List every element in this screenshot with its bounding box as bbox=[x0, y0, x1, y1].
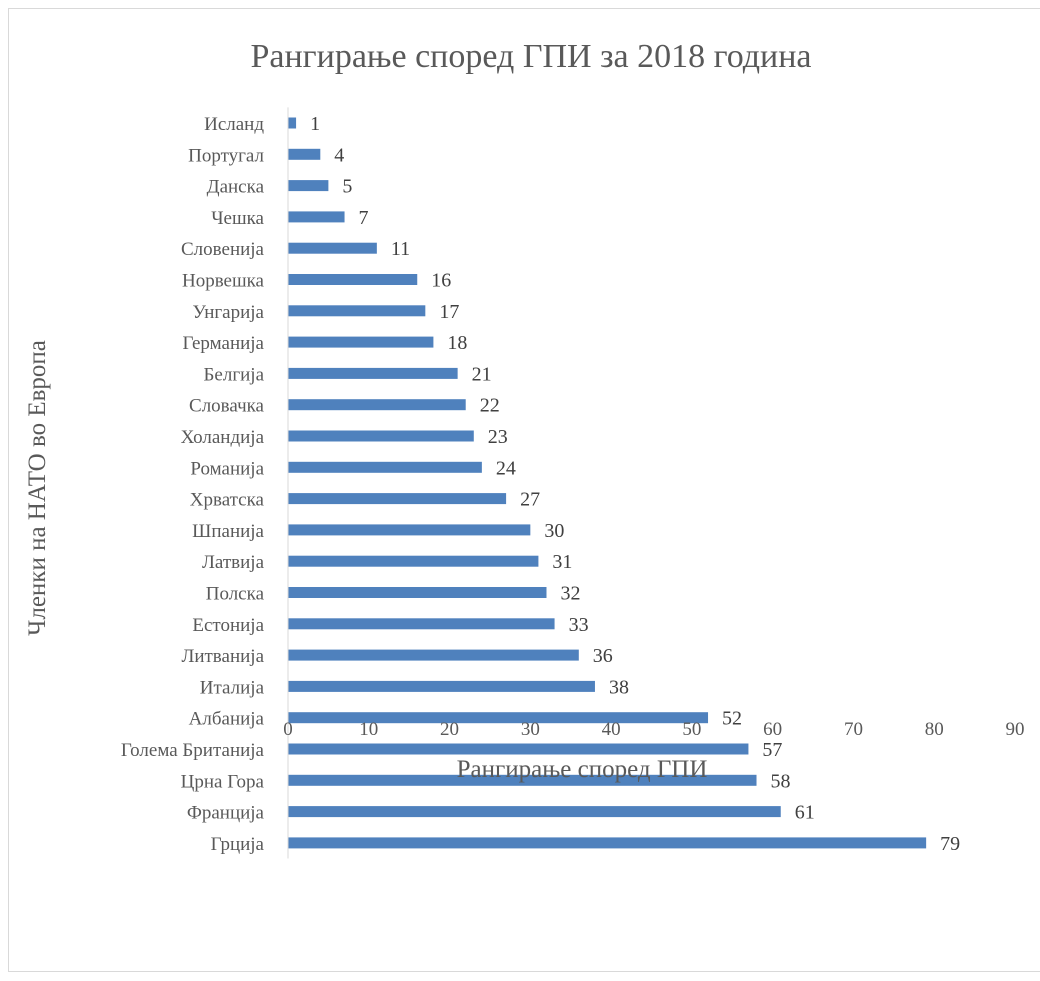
bar bbox=[288, 712, 709, 724]
bar bbox=[288, 649, 579, 661]
bar bbox=[288, 211, 345, 223]
category-label: Црна Гора bbox=[181, 771, 265, 792]
bar bbox=[288, 587, 547, 598]
y-axis-title: Членки на НАТО во Европа bbox=[24, 340, 51, 636]
data-label: 11 bbox=[391, 238, 410, 260]
data-label: 31 bbox=[552, 551, 572, 573]
data-label: 23 bbox=[488, 426, 508, 448]
x-tick-label: 50 bbox=[682, 719, 701, 740]
category-label: Данска bbox=[207, 177, 265, 198]
data-label: 33 bbox=[569, 614, 589, 636]
data-label: 79 bbox=[940, 833, 960, 855]
bar bbox=[288, 743, 749, 755]
category-label: Словачка bbox=[189, 396, 265, 417]
data-label: 5 bbox=[342, 176, 352, 198]
bar bbox=[288, 367, 458, 379]
bar bbox=[288, 493, 507, 505]
category-labels: Исланд Португал Данска Чешка Словенија Норвеш… bbox=[121, 114, 265, 855]
category-label: Романија bbox=[190, 458, 264, 479]
category-label: Норвешка bbox=[182, 271, 265, 292]
category-label: Латвија bbox=[202, 552, 265, 573]
category-label: Португал bbox=[188, 145, 264, 166]
category-label: Белгија bbox=[204, 364, 265, 385]
bar bbox=[288, 524, 531, 536]
bar bbox=[288, 430, 474, 442]
bar bbox=[288, 618, 555, 630]
category-label: Италија bbox=[200, 677, 265, 698]
category-label: Полска bbox=[206, 584, 265, 605]
data-label: 18 bbox=[447, 332, 467, 354]
data-label: 7 bbox=[359, 207, 369, 229]
data-label: 22 bbox=[480, 395, 500, 417]
data-label: 27 bbox=[520, 489, 540, 511]
category-label: Естонија bbox=[192, 615, 264, 636]
category-label: Хрватска bbox=[190, 490, 265, 511]
x-tick-label: 0 bbox=[283, 719, 293, 740]
category-label: Холандија bbox=[181, 427, 265, 448]
bar bbox=[288, 680, 595, 692]
data-label: 30 bbox=[544, 520, 564, 542]
data-label: 38 bbox=[609, 676, 629, 698]
bar bbox=[288, 336, 434, 348]
data-label: 4 bbox=[334, 144, 344, 166]
category-label: Словенија bbox=[181, 239, 265, 260]
chart-title: Рангирање според ГПИ за 2018 година bbox=[250, 38, 811, 75]
x-tick-label: 20 bbox=[440, 719, 459, 740]
bar bbox=[288, 461, 482, 473]
bar bbox=[288, 555, 539, 567]
category-label: Голема Британија bbox=[121, 740, 265, 761]
data-label: 1 bbox=[310, 113, 320, 135]
bar bbox=[288, 305, 426, 317]
data-labels: 1457111617182122232427303132333638525758… bbox=[310, 113, 960, 855]
data-label: 58 bbox=[771, 770, 791, 792]
bar bbox=[288, 180, 329, 192]
bar bbox=[288, 117, 297, 129]
x-tick-label: 60 bbox=[763, 719, 782, 740]
bar bbox=[288, 399, 466, 411]
x-tick-label: 30 bbox=[521, 719, 540, 740]
data-label: 17 bbox=[439, 301, 459, 323]
x-tick-label: 40 bbox=[602, 719, 621, 740]
data-label: 32 bbox=[560, 583, 580, 605]
data-label: 21 bbox=[472, 363, 492, 385]
category-label: Исланд bbox=[204, 114, 264, 135]
category-label: Франција bbox=[187, 803, 265, 824]
x-tick-label: 80 bbox=[925, 719, 944, 740]
data-label: 61 bbox=[795, 802, 815, 824]
bar bbox=[288, 242, 377, 254]
x-tick-label: 90 bbox=[1006, 719, 1025, 740]
category-label: Унгарија bbox=[192, 302, 264, 323]
category-label: Чешка bbox=[211, 208, 264, 229]
category-label: Литванија bbox=[181, 646, 264, 667]
x-axis-title: Рангирање според ГПИ bbox=[457, 756, 708, 783]
x-tick-label: 10 bbox=[359, 719, 378, 740]
data-label: 52 bbox=[722, 708, 742, 730]
category-label: Шпанија bbox=[192, 521, 264, 542]
data-label: 24 bbox=[496, 457, 516, 479]
x-tick-labels: 0 10 20 30 40 50 60 70 80 90 bbox=[283, 719, 1024, 740]
x-tick-label: 70 bbox=[844, 719, 863, 740]
bar bbox=[288, 837, 927, 849]
category-label: Албанија bbox=[189, 709, 265, 730]
category-label: Грција bbox=[211, 834, 265, 855]
data-label: 16 bbox=[431, 270, 451, 292]
bars bbox=[288, 117, 927, 849]
bar bbox=[288, 148, 321, 160]
bar bbox=[288, 806, 781, 818]
category-label: Германија bbox=[182, 333, 264, 354]
data-label: 57 bbox=[762, 739, 782, 761]
bar bbox=[288, 774, 757, 786]
data-label: 36 bbox=[593, 645, 613, 667]
bar bbox=[288, 274, 418, 285]
